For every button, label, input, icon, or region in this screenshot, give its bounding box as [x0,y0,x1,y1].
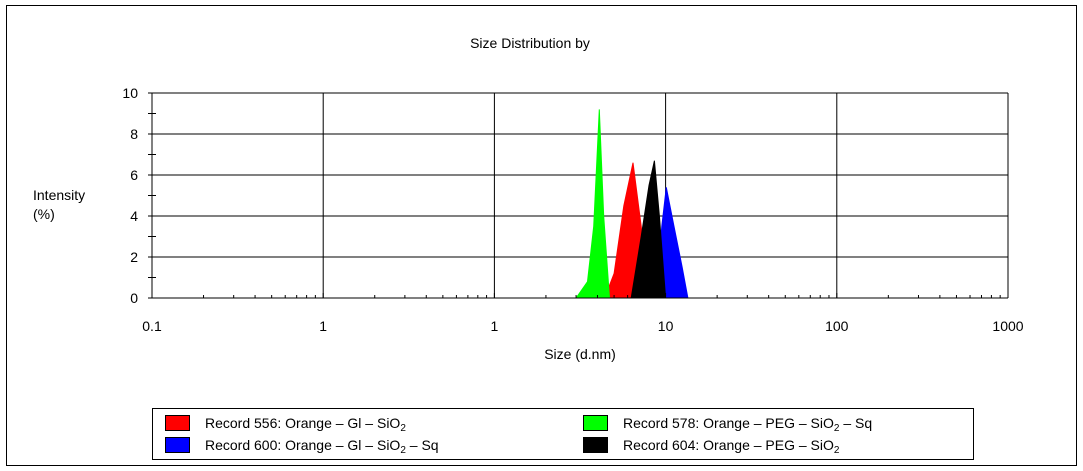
x-tick-label-2: 1 [491,318,499,334]
legend-swatch-record-578 [583,415,608,431]
legend-label-record-556: Record 556: Orange – Gl – SiO2 [205,415,406,434]
tick-labels: 0 2 4 6 8 10 0.1 1 1 10 100 1000 [122,85,1023,334]
legend-label-record-600: Record 600: Orange – Gl – SiO2 – Sq [205,437,439,456]
y-tick-label-0: 0 [130,290,138,306]
peak-series-1 [575,109,611,299]
legend-swatch-record-556 [165,415,190,431]
legend-swatch-record-604 [583,437,608,453]
x-tick-label-5: 1000 [992,318,1023,334]
y-tick-label-6: 6 [130,167,138,183]
legend-label-record-578: Record 578: Orange – PEG – SiO2 – Sq [623,415,873,434]
y-axis-label-line-2: (%) [33,206,55,222]
axes [148,92,1009,299]
legend-label-record-604: Record 604: Orange – PEG – SiO2 [623,437,840,456]
x-tick-label-0: 0.1 [142,318,162,334]
legend-swatch-record-600 [165,437,190,453]
y-tick-label-8: 8 [130,126,138,142]
grid-lines [152,92,1009,298]
chart-frame [6,5,1077,466]
y-tick-label-2: 2 [130,249,138,265]
y-axis-label-line-1: Intensity [33,187,85,203]
chart-title: Size Distribution by [470,35,590,51]
y-tick-label-4: 4 [130,208,138,224]
legend: Record 556: Orange – Gl – SiO2 Record 60… [152,408,974,460]
x-tick-label-3: 10 [658,318,674,334]
x-tick-label-1: 1 [319,318,327,334]
x-axis-label: Size (d.nm) [544,346,616,362]
x-tick-label-4: 100 [825,318,849,334]
y-tick-label-10: 10 [122,85,138,101]
series-peaks [575,109,689,299]
